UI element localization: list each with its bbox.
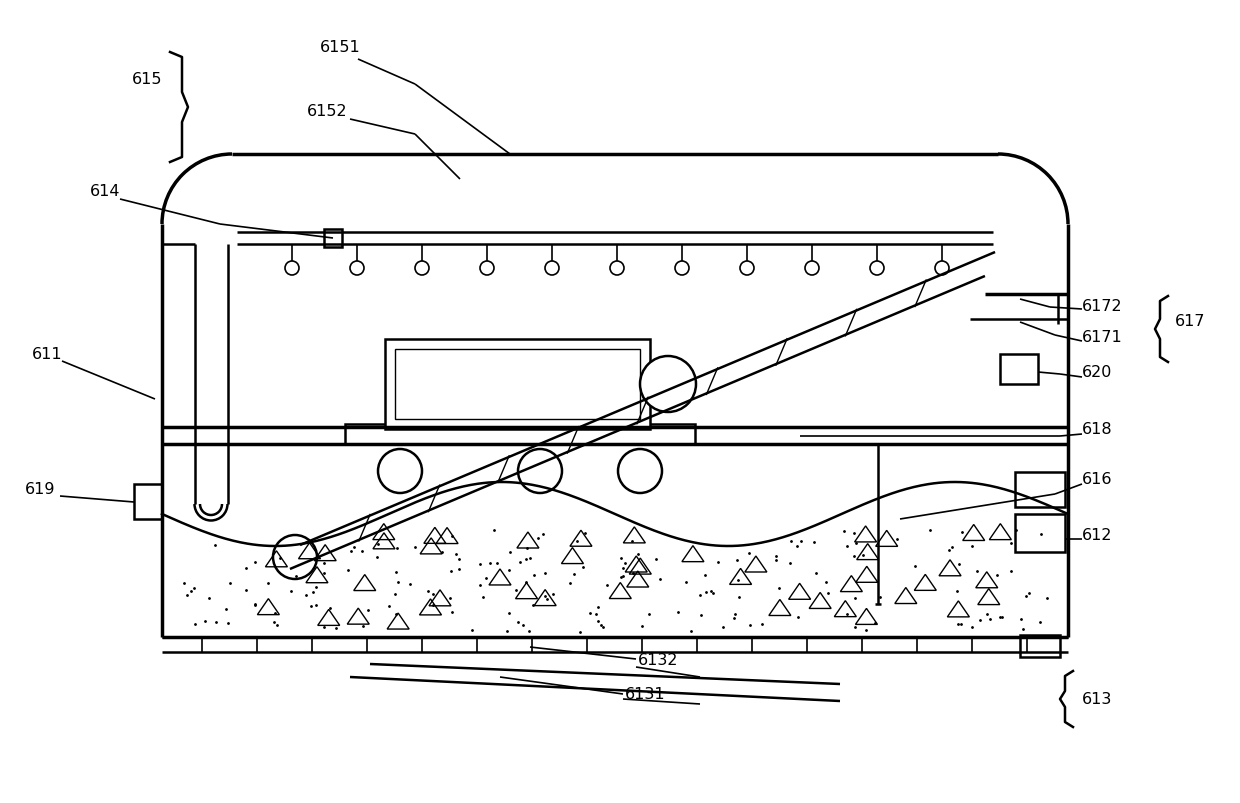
Text: 6151: 6151 xyxy=(320,40,361,55)
Circle shape xyxy=(350,262,365,275)
Circle shape xyxy=(285,262,299,275)
Circle shape xyxy=(675,262,689,275)
Text: 618: 618 xyxy=(1083,422,1112,437)
Bar xyxy=(1016,515,1065,552)
Circle shape xyxy=(273,536,317,579)
Bar xyxy=(1021,635,1060,657)
Text: 616: 616 xyxy=(1083,472,1112,487)
Text: 617: 617 xyxy=(1176,314,1205,329)
Text: 6172: 6172 xyxy=(1083,300,1122,314)
Text: 613: 613 xyxy=(1083,691,1112,707)
Circle shape xyxy=(618,450,662,493)
Text: 615: 615 xyxy=(131,72,162,88)
Bar xyxy=(134,484,162,520)
Bar xyxy=(384,340,650,430)
Circle shape xyxy=(640,357,696,413)
Text: 6152: 6152 xyxy=(308,104,347,120)
Text: 612: 612 xyxy=(1083,527,1112,542)
Text: 6171: 6171 xyxy=(1083,330,1122,345)
Circle shape xyxy=(740,262,754,275)
Bar xyxy=(999,355,1038,385)
Circle shape xyxy=(546,262,559,275)
Text: 619: 619 xyxy=(25,482,55,497)
Circle shape xyxy=(518,450,562,493)
Text: 611: 611 xyxy=(31,347,62,362)
Text: 620: 620 xyxy=(1083,365,1112,380)
Text: 6132: 6132 xyxy=(639,653,678,667)
Text: 6131: 6131 xyxy=(625,687,666,702)
Bar xyxy=(324,230,342,247)
Bar xyxy=(345,425,694,444)
Text: 614: 614 xyxy=(89,184,120,199)
Circle shape xyxy=(935,262,949,275)
Circle shape xyxy=(480,262,494,275)
Bar xyxy=(1016,472,1065,507)
Circle shape xyxy=(378,450,422,493)
Circle shape xyxy=(870,262,884,275)
Circle shape xyxy=(805,262,818,275)
Bar xyxy=(396,349,640,419)
Circle shape xyxy=(610,262,624,275)
Circle shape xyxy=(415,262,429,275)
